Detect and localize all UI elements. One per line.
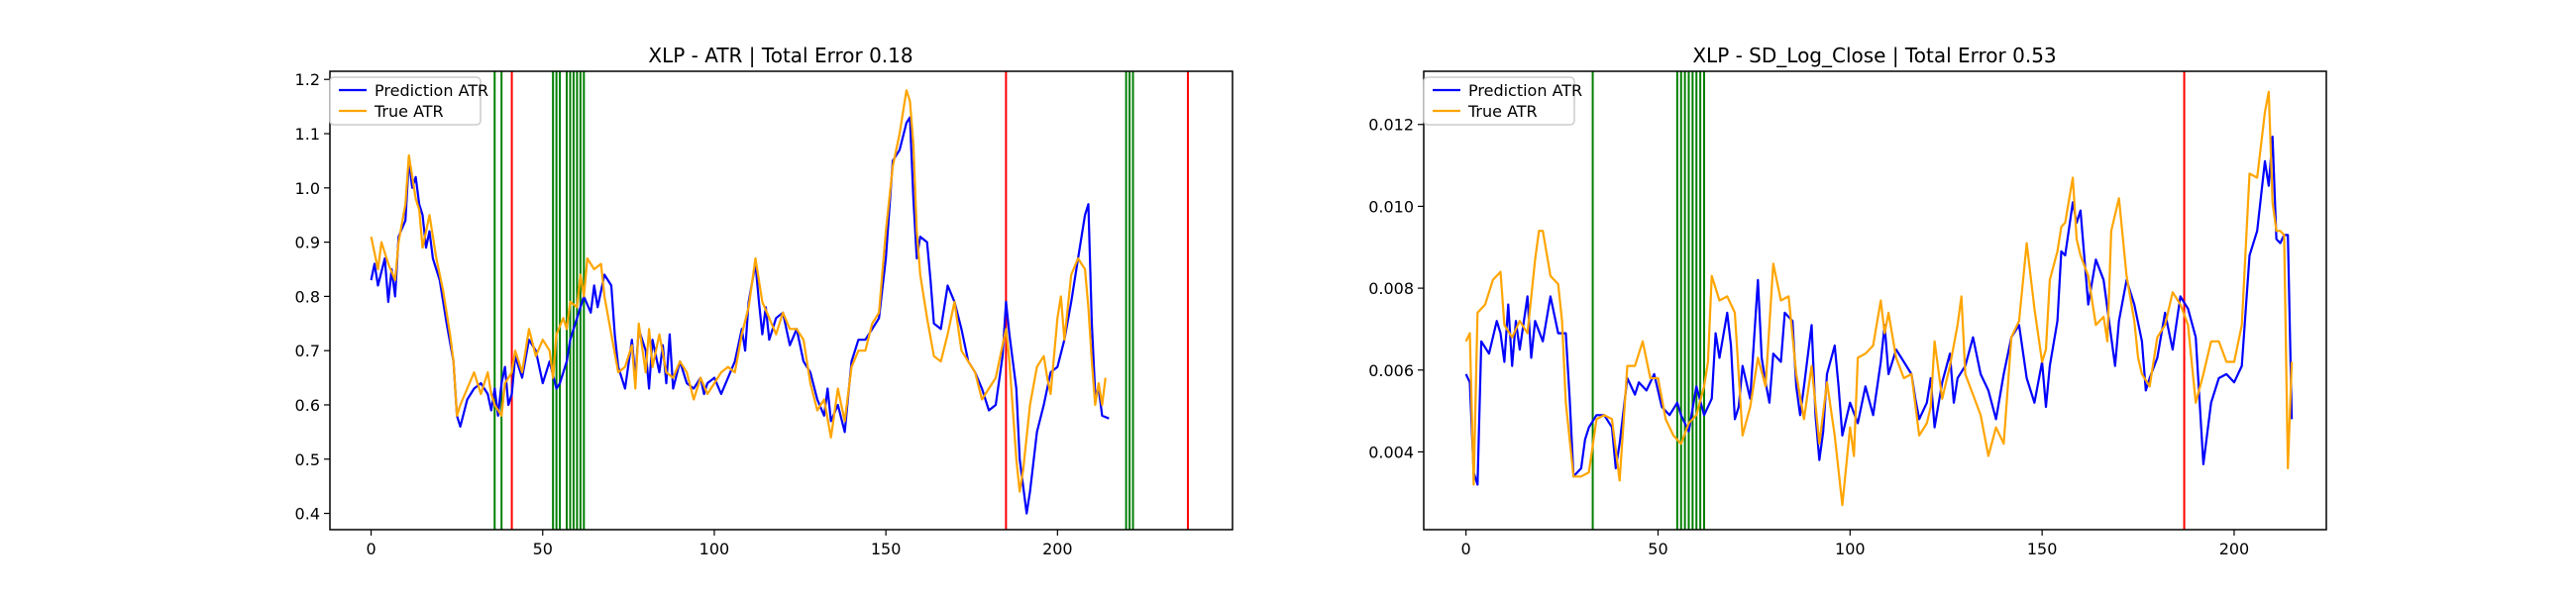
y-tick-label: 0.006 [1368, 361, 1414, 380]
legend-frame [1423, 76, 1575, 126]
y-tick-label: 0.7 [295, 342, 320, 360]
y-tick-label: 0.012 [1368, 116, 1414, 135]
legend-label-prediction: Prediction ATR [1468, 81, 1582, 100]
y-tick-label: 0.9 [295, 234, 320, 252]
chart-title: XLP - SD_Log_Close | Total Error 0.53 [1692, 44, 2056, 67]
x-tick-label: 200 [1042, 540, 1073, 558]
legend-label-truth: True ATR [1467, 102, 1538, 121]
chart-sd-log-close: XLP - SD_Log_Close | Total Error 0.53 0 5… [1368, 44, 2327, 558]
y-tick-label: 0.5 [295, 450, 320, 469]
legend-frame [329, 76, 482, 126]
y-tick-label: 0.010 [1368, 197, 1414, 216]
y-tick-label: 1.0 [295, 179, 320, 198]
y-tick-label: 0.6 [295, 396, 320, 415]
x-tick-label: 100 [699, 540, 730, 558]
chart-title: XLP - ATR | Total Error 0.18 [648, 44, 912, 67]
legend-label-prediction: Prediction ATR [375, 81, 488, 100]
y-tick-label: 0.4 [295, 505, 320, 524]
series-line-prediction [1464, 136, 2294, 486]
x-tick-label: 200 [2219, 540, 2250, 558]
plot-area: 0 50 100 150 200 0.4 0.5 0.6 0.7 0.8 0.9 1.0 1.1 1.2 [295, 70, 1234, 558]
x-tick-label: 50 [1648, 540, 1667, 558]
y-tick-label: 0.8 [295, 287, 320, 306]
y-tick-label: 0.008 [1368, 279, 1414, 298]
x-tick-label: 50 [533, 540, 553, 558]
y-tick-label: 0.004 [1368, 443, 1414, 461]
legend: Prediction ATR True ATR [1423, 76, 1582, 126]
plot-area: 0 50 100 150 200 0.004 0.006 0.008 0.010 0.012 [1368, 70, 2327, 558]
chart-atr: XLP - ATR | Total Error 0.18 0 50 100 150 20… [295, 44, 1234, 558]
axes-frame [329, 70, 1234, 531]
x-tick-label: 0 [1461, 540, 1471, 558]
legend: Prediction ATR True ATR [329, 76, 488, 126]
y-tick-label: 1.2 [295, 70, 320, 89]
legend-label-truth: True ATR [374, 102, 444, 121]
axes-frame [1423, 70, 2327, 531]
series-line-prediction [370, 116, 1110, 515]
x-tick-label: 150 [2027, 540, 2058, 558]
x-tick-label: 100 [1835, 540, 1866, 558]
series-line-truth [370, 89, 1107, 493]
y-tick-label: 1.1 [295, 125, 320, 144]
x-tick-label: 150 [871, 540, 902, 558]
series-line-truth [1464, 90, 2294, 507]
x-tick-label: 0 [366, 540, 376, 558]
